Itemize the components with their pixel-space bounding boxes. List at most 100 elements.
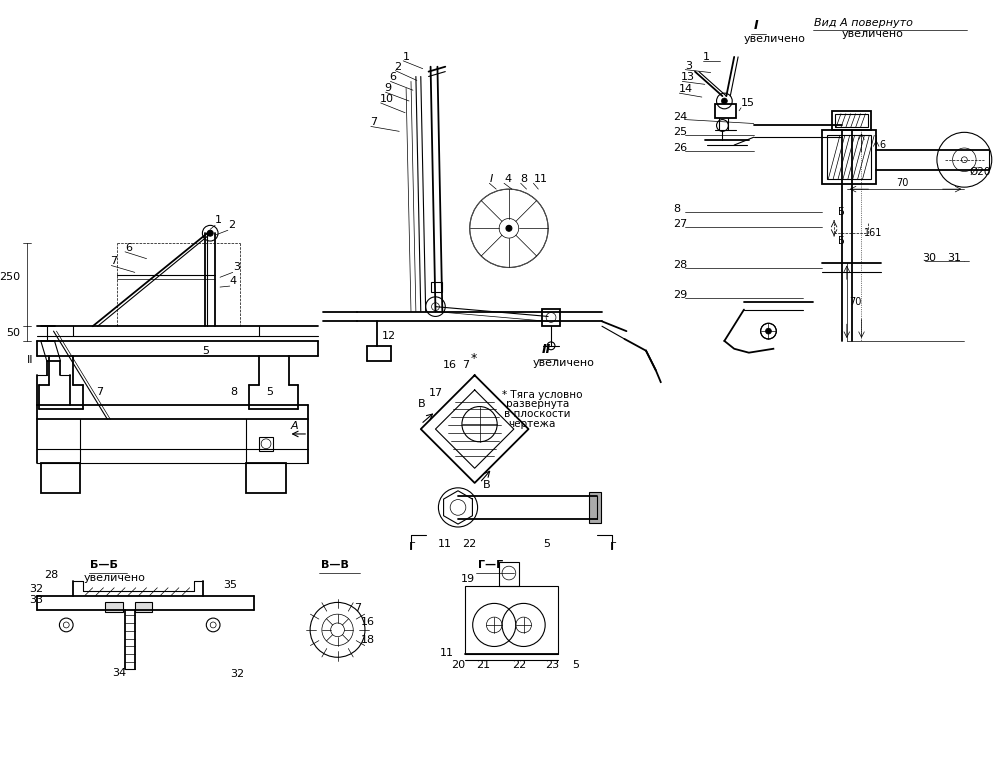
Text: увеличено: увеличено <box>84 573 146 583</box>
Text: Вид А повернуто: Вид А повернуто <box>814 18 913 28</box>
Text: 6: 6 <box>389 72 396 82</box>
Text: 10: 10 <box>380 94 394 104</box>
Text: 161: 161 <box>863 228 882 238</box>
Text: 50: 50 <box>6 328 20 338</box>
Text: 22: 22 <box>512 660 526 670</box>
Text: Б: Б <box>838 206 845 216</box>
Text: 34: 34 <box>112 668 126 678</box>
Text: увеличено: увеличено <box>532 358 594 368</box>
Text: 26: 26 <box>673 143 688 153</box>
Bar <box>715 104 736 118</box>
Text: 11: 11 <box>437 538 451 548</box>
Text: Г: Г <box>610 543 617 552</box>
Text: 29: 29 <box>673 290 688 300</box>
Text: I: I <box>489 174 493 184</box>
Text: 31: 31 <box>948 253 962 263</box>
Bar <box>589 492 601 523</box>
Circle shape <box>506 226 512 231</box>
Text: 5: 5 <box>573 660 580 670</box>
Text: 8: 8 <box>673 203 681 213</box>
Text: чертежа: чертежа <box>508 419 555 429</box>
Text: 7: 7 <box>370 118 377 127</box>
Text: 5: 5 <box>543 538 550 548</box>
Bar <box>246 464 286 493</box>
Text: 7: 7 <box>110 256 117 266</box>
Text: 2: 2 <box>394 62 401 72</box>
Bar <box>542 309 560 326</box>
Text: 15: 15 <box>741 98 755 108</box>
Bar <box>827 136 871 179</box>
Text: в плоскости: в плоскости <box>504 410 571 420</box>
Text: увеличено: увеличено <box>842 29 904 39</box>
Text: 70: 70 <box>896 178 908 188</box>
Bar <box>259 437 273 450</box>
Text: A: A <box>291 421 298 431</box>
Text: 28: 28 <box>44 570 58 580</box>
Bar <box>835 114 868 127</box>
Text: 9: 9 <box>385 83 392 93</box>
Text: увеличено: увеличено <box>744 34 806 44</box>
Text: II: II <box>541 343 550 356</box>
Text: Г: Г <box>409 543 416 552</box>
Bar <box>822 130 876 184</box>
Text: 25: 25 <box>673 127 688 137</box>
Text: *: * <box>471 353 477 366</box>
Text: 1: 1 <box>703 52 710 62</box>
Text: 27: 27 <box>673 219 688 229</box>
Text: 4: 4 <box>504 174 511 184</box>
Circle shape <box>721 98 727 104</box>
Text: 3: 3 <box>685 61 692 71</box>
Text: 11: 11 <box>439 648 453 658</box>
Text: 13: 13 <box>681 72 695 82</box>
Text: 5: 5 <box>266 387 273 397</box>
Text: развернута: развернута <box>506 400 569 410</box>
Bar <box>41 464 80 493</box>
Text: 24: 24 <box>673 112 688 122</box>
Text: 17: 17 <box>429 388 443 398</box>
Text: 16: 16 <box>361 617 375 627</box>
Text: 35: 35 <box>223 580 237 590</box>
Text: 19: 19 <box>461 574 475 584</box>
Text: 33: 33 <box>29 595 43 605</box>
Text: 14: 14 <box>678 84 692 94</box>
Text: 12: 12 <box>382 331 396 341</box>
Text: 21: 21 <box>476 660 490 670</box>
Text: Ø20: Ø20 <box>969 166 991 176</box>
Text: 20: 20 <box>451 660 465 670</box>
Bar <box>431 282 442 292</box>
Text: I: I <box>754 19 758 32</box>
Bar <box>832 111 871 130</box>
Text: 3: 3 <box>233 263 240 273</box>
Text: 7: 7 <box>354 603 361 613</box>
Text: * Тяга условно: * Тяга условно <box>502 390 583 400</box>
Text: 70: 70 <box>849 296 861 306</box>
Text: Б: Б <box>838 236 845 246</box>
Text: В: В <box>482 480 490 490</box>
Text: 18: 18 <box>361 634 375 644</box>
Text: 8: 8 <box>230 387 237 397</box>
Text: 23: 23 <box>545 660 559 670</box>
Circle shape <box>766 328 771 334</box>
Bar <box>465 586 558 654</box>
Text: 4: 4 <box>230 276 237 286</box>
Text: 32: 32 <box>230 669 244 679</box>
Bar <box>499 562 519 586</box>
Text: В—В: В—В <box>321 560 349 570</box>
Text: 22: 22 <box>462 538 476 548</box>
Text: II: II <box>27 356 34 366</box>
Text: 11: 11 <box>533 174 547 184</box>
Text: 1: 1 <box>403 52 410 62</box>
Bar <box>135 602 152 612</box>
Text: 7: 7 <box>462 360 469 370</box>
Text: 250: 250 <box>0 273 20 283</box>
Text: 28: 28 <box>673 260 688 270</box>
Circle shape <box>207 230 213 236</box>
Text: 7: 7 <box>96 387 103 397</box>
Text: 1: 1 <box>215 216 222 226</box>
Text: 30: 30 <box>922 253 936 263</box>
Text: 6: 6 <box>879 140 885 150</box>
Text: 6: 6 <box>125 243 132 253</box>
Text: 16: 16 <box>443 360 457 370</box>
Text: Г—Г: Г—Г <box>478 560 503 570</box>
Text: 8: 8 <box>521 174 528 184</box>
